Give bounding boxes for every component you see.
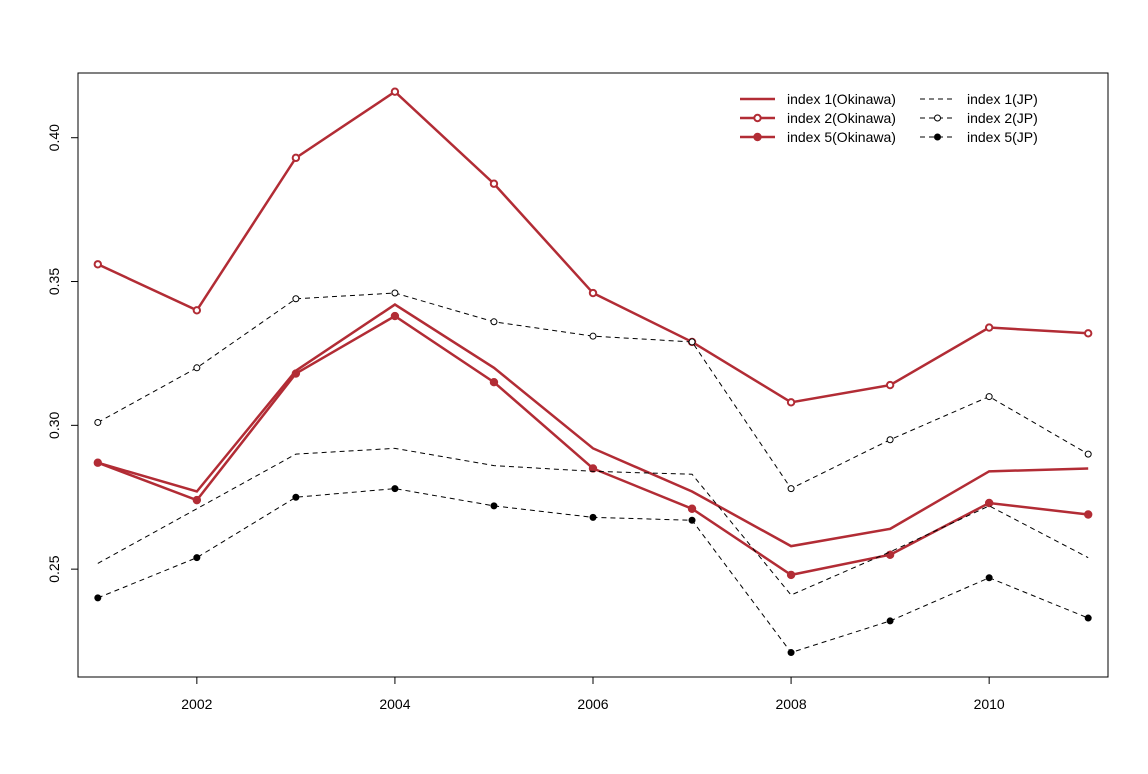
data-point [292,493,300,501]
legend-marker [753,132,762,142]
data-point [886,436,894,444]
data-point [192,306,202,315]
data-point [589,513,597,521]
legend-label: index 2(JP) [967,110,1038,126]
data-point [787,485,795,493]
legend-label: index 5(Okinawa) [787,129,896,145]
data-point [490,502,498,510]
data-point [94,418,102,426]
data-point [688,338,696,346]
data-point [193,554,201,562]
data-point [1083,510,1093,519]
x-axis: 2002 2004 2006 2008 2010 [181,676,1005,712]
data-point [588,288,598,298]
data-point [984,323,994,332]
data-point [885,550,895,559]
series-1 [97,303,1089,548]
legend-item: index 5(Okinawa) [740,129,896,145]
data-point [886,617,894,625]
data-point [192,495,202,505]
series-2 [93,87,1093,407]
series-layer [93,87,1093,657]
data-point [1084,450,1092,458]
data-point [489,179,499,188]
series-line [97,447,1089,596]
data-point [1084,614,1092,622]
data-point [291,369,301,378]
data-point [786,570,796,580]
data-point [687,504,697,513]
legend: index 1(Okinawa) index 2(Okinawa) index 5(… [740,91,1038,145]
data-point [588,464,598,473]
data-point [291,153,301,163]
data-point [390,87,400,96]
data-point [93,458,103,467]
y-tick-label: 0.40 [46,124,62,151]
legend-label: index 1(Okinawa) [787,91,896,107]
data-point [1083,329,1093,338]
series-line [97,292,1089,490]
legend-marker [753,113,762,123]
data-point [193,364,201,372]
series-6 [94,485,1092,657]
series-line [97,303,1089,548]
x-tick-label: 2008 [775,696,806,712]
series-5 [94,289,1092,493]
y-tick-label: 0.25 [46,555,62,582]
data-point [786,398,796,407]
y-tick-label: 0.35 [46,268,62,295]
series-3 [93,311,1093,580]
data-point [391,485,399,493]
data-point [391,289,399,297]
x-tick-label: 2004 [379,696,410,712]
legend-label: index 1(JP) [967,91,1038,107]
data-point [93,260,103,269]
legend-item: index 1(JP) [920,91,1038,107]
data-point [885,380,895,390]
legend-item: index 2(Okinawa) [740,110,896,126]
x-tick-label: 2002 [181,696,212,712]
y-axis: 0.25 0.30 0.35 0.40 [46,124,79,583]
y-tick-label: 0.30 [46,411,62,438]
data-point [489,377,499,387]
legend-marker [934,114,941,122]
data-point [787,649,795,657]
data-point [94,594,102,602]
data-point [985,574,993,582]
series-4 [97,447,1089,596]
data-point [390,311,400,321]
data-point [589,332,597,340]
data-point [688,516,696,524]
legend-marker [934,133,941,141]
data-point [292,295,300,303]
plot-frame [77,72,1109,678]
data-point [985,393,993,401]
x-tick-label: 2006 [577,696,608,712]
data-point [984,498,994,508]
legend-item: index 5(JP) [920,129,1038,145]
legend-label: index 2(Okinawa) [787,110,896,126]
legend-label: index 5(JP) [967,129,1038,145]
data-point [490,318,498,326]
x-tick-label: 2010 [974,696,1005,712]
legend-item: index 2(JP) [920,110,1038,126]
series-line [97,488,1089,654]
legend-item: index 1(Okinawa) [740,91,896,107]
